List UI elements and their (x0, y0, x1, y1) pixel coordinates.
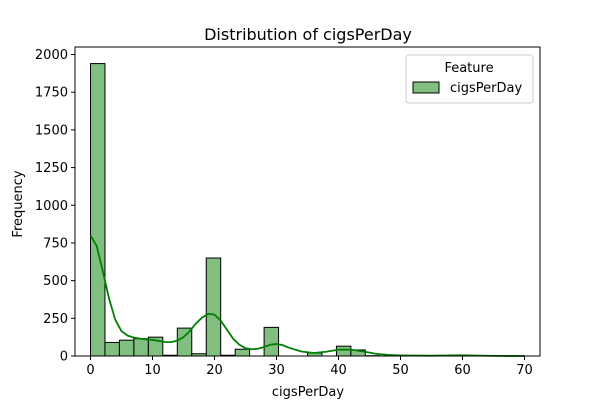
histogram-bar (263, 326, 280, 357)
y-tick-label: 750 (43, 236, 68, 251)
kde-line (89, 234, 525, 357)
histogram-bar (133, 338, 149, 357)
x-tick-label: 60 (454, 363, 471, 378)
x-tick-label: 20 (206, 363, 223, 378)
chart-title: Distribution of cigsPerDay (204, 25, 412, 44)
legend: Feature cigsPerDay (405, 54, 534, 104)
y-axis-ticks: 0 250 500 750 1000 1250 1500 1750 2000 (35, 48, 75, 365)
histogram-bar (234, 348, 251, 357)
y-tick-label: 0 (60, 350, 68, 365)
x-tick-label: 10 (144, 363, 161, 378)
y-tick-label: 1500 (35, 123, 68, 138)
y-tick-label: 250 (43, 312, 68, 327)
x-tick-label: 40 (330, 363, 347, 378)
bars-layer (90, 63, 526, 357)
legend-swatch (412, 81, 440, 94)
y-axis-label: Frequency (11, 170, 26, 237)
x-axis-ticks: 0 10 20 30 40 50 60 70 (86, 356, 533, 378)
histogram-bar (205, 257, 222, 357)
histogram-bar (335, 345, 352, 357)
histogram-bar (104, 341, 120, 357)
y-tick-label: 500 (43, 274, 68, 289)
histogram-bar (118, 339, 135, 357)
plot-frame (74, 46, 541, 357)
legend-title: Feature (444, 61, 493, 76)
x-tick-label: 70 (516, 363, 533, 378)
y-tick-label: 1750 (35, 86, 68, 101)
y-tick-label: 1000 (35, 199, 68, 214)
x-tick-label: 30 (268, 363, 285, 378)
legend-entry-cigsperday: cigsPerDay (450, 81, 522, 96)
x-tick-label: 50 (392, 363, 409, 378)
y-tick-label: 2000 (35, 48, 68, 63)
y-tick-label: 1250 (35, 161, 68, 176)
x-axis-label: cigsPerDay (272, 385, 344, 400)
histogram-bar (90, 63, 106, 357)
x-tick-label: 0 (86, 363, 94, 378)
